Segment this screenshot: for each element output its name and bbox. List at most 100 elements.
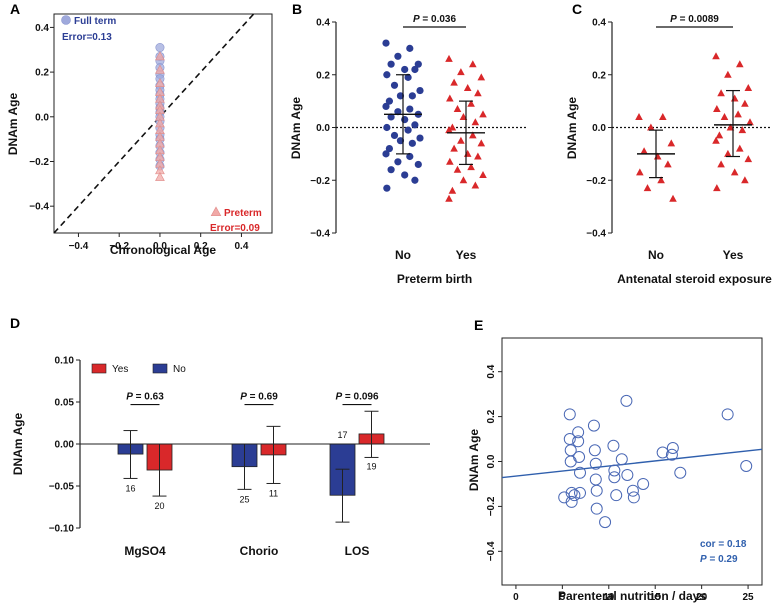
- data-point: [445, 54, 453, 62]
- y-axis-label: DNAm Age: [289, 97, 303, 160]
- data-point: [445, 126, 453, 134]
- data-point: [474, 152, 482, 160]
- data-point: [608, 464, 621, 477]
- data-point: [469, 131, 477, 139]
- data-point: [657, 176, 665, 184]
- legend-full-term-error: Error=0.13: [62, 32, 112, 43]
- y-tick-label: 0.2: [316, 70, 330, 81]
- data-point: [411, 65, 419, 74]
- data-point: [713, 184, 721, 192]
- x-tick-label: 5: [560, 592, 566, 603]
- data-point: [479, 110, 487, 118]
- data-point: [387, 60, 395, 68]
- identity-line: [53, 13, 255, 234]
- data-point: [457, 136, 465, 144]
- data-point: [450, 78, 458, 86]
- x-tick-label: 0.4: [234, 241, 248, 252]
- data-point: [471, 181, 480, 189]
- legend-full-term: Full term: [74, 16, 116, 27]
- data-point: [387, 166, 395, 174]
- category-label: Chorio: [240, 544, 279, 558]
- y-tick-label: 0.4: [592, 18, 606, 29]
- data-point: [717, 160, 725, 168]
- data-point: [469, 60, 477, 68]
- panel-label: C: [572, 1, 582, 17]
- x-tick-label: 20: [696, 592, 708, 603]
- full-term-point: [155, 43, 165, 53]
- category-label: No: [648, 248, 664, 262]
- x-tick-label: 0.2: [194, 241, 208, 252]
- y-tick-label: −0.05: [49, 482, 75, 493]
- data-point: [394, 158, 402, 166]
- data-point: [411, 176, 419, 184]
- panel-d: D −0.10 −0.05 0.00 0.05 0.10 16 25 17 20 11 19 P = 0…: [10, 315, 430, 558]
- data-point: [390, 131, 399, 140]
- data-point: [615, 453, 628, 466]
- data-point: [607, 439, 620, 452]
- data-point: [643, 184, 652, 192]
- data-point: [635, 112, 643, 120]
- data-point: [599, 516, 612, 529]
- legend-no: No: [173, 364, 186, 375]
- data-point: [408, 92, 416, 100]
- data-point: [565, 495, 578, 508]
- data-point: [416, 86, 424, 95]
- sample-size: 25: [239, 494, 249, 504]
- p-value: P = 0.096: [335, 392, 379, 403]
- y-tick-label: 0.4: [35, 23, 49, 34]
- data-point: [453, 105, 462, 113]
- data-point: [396, 137, 405, 145]
- y-axis-label: DNAm Age: [565, 97, 579, 160]
- data-point: [717, 89, 725, 97]
- data-point: [736, 60, 744, 68]
- data-point: [387, 113, 395, 121]
- data-point: [665, 448, 678, 461]
- legend-no-swatch: [152, 363, 168, 374]
- data-point: [637, 477, 650, 490]
- data-point: [713, 105, 721, 113]
- data-point: [411, 121, 419, 129]
- data-point: [712, 52, 720, 60]
- data-point: [741, 99, 749, 107]
- data-point: [385, 97, 393, 105]
- y-tick-label: −0.2: [310, 176, 330, 187]
- y-tick-label: −0.4: [29, 202, 49, 213]
- data-point: [621, 468, 634, 481]
- data-point: [640, 147, 648, 155]
- data-point: [736, 144, 744, 152]
- data-point: [401, 171, 409, 179]
- data-point: [659, 112, 667, 120]
- data-point: [445, 194, 453, 202]
- y-tick-label: 0.10: [55, 356, 75, 367]
- data-point: [467, 163, 475, 171]
- data-point: [396, 92, 405, 100]
- data-point: [416, 134, 424, 142]
- y-tick-label: 0.0: [592, 123, 606, 134]
- data-point: [401, 115, 409, 124]
- data-point: [588, 444, 601, 457]
- x-tick-label: 0.0: [153, 241, 167, 252]
- category-label: LOS: [345, 544, 370, 558]
- data-point: [656, 446, 669, 459]
- p-value: P = 0.63: [126, 392, 164, 403]
- data-point: [721, 408, 734, 421]
- y-axis-label: DNAm Age: [6, 93, 20, 156]
- data-point: [730, 94, 739, 102]
- y-tick-label: 0.0: [316, 123, 330, 134]
- sample-size: 17: [337, 430, 347, 440]
- data-point: [647, 123, 655, 131]
- y-tick-label: 0.05: [55, 398, 75, 409]
- category-label: MgSO4: [124, 544, 166, 558]
- panel-label: A: [10, 1, 20, 17]
- data-point: [574, 486, 586, 499]
- y-axis-label: DNAm Age: [11, 413, 25, 476]
- data-point: [620, 394, 633, 407]
- p-value: P = 0.69: [240, 392, 278, 403]
- y-tick-label: 0.2: [486, 409, 497, 423]
- x-tick-label: 10: [603, 592, 615, 603]
- x-tick-label: −0.4: [69, 241, 89, 252]
- data-point: [574, 466, 586, 479]
- data-point: [450, 144, 458, 152]
- x-tick-label: 0: [513, 592, 519, 603]
